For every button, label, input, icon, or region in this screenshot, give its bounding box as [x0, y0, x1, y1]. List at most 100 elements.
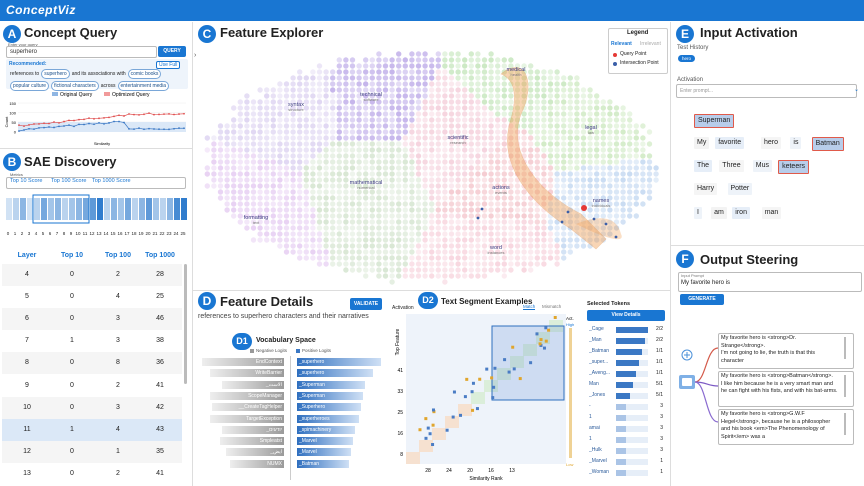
panel-title: Output Steering: [700, 252, 799, 267]
hex-cell: [316, 111, 323, 117]
metric-tab[interactable]: Top 100 Score: [51, 178, 87, 184]
hex-cell: [277, 177, 283, 183]
hex-cell: [356, 189, 362, 195]
heat-cell: [34, 198, 40, 220]
hex-cell: [508, 225, 514, 231]
hex-cell: [389, 75, 395, 81]
hex-cell: [567, 135, 573, 141]
hex-cell: [481, 129, 488, 135]
table-cell: 41: [156, 381, 164, 389]
hex-cell: [369, 75, 375, 81]
hex-cell: [429, 177, 435, 183]
hex-cell: [521, 189, 527, 195]
query-input[interactable]: superhero: [6, 46, 157, 58]
view-details-button[interactable]: View Details: [587, 310, 665, 321]
hex-cell: [528, 207, 534, 213]
segment-point: [485, 367, 489, 371]
activation-token: My: [694, 137, 710, 149]
hex-cell: [528, 261, 534, 267]
hex-cell: [627, 141, 633, 147]
hex-cell: [283, 231, 290, 237]
hex-cell: [270, 219, 276, 225]
hex-cell: [389, 105, 395, 111]
hex-cell: [409, 87, 415, 93]
hex-cell: [290, 249, 296, 255]
hex-cell: [640, 153, 646, 159]
hex-cell: [330, 99, 336, 105]
hex-cell: [633, 165, 639, 171]
hex-cell: [231, 165, 237, 171]
hex-cell: [594, 129, 600, 135]
hex-cell: [363, 207, 369, 213]
hex-cell: [514, 171, 521, 177]
use-full-button[interactable]: Use Full: [156, 61, 181, 69]
segment-point: [424, 436, 428, 440]
hex-cell: [382, 201, 389, 207]
history-chip[interactable]: hero: [678, 55, 696, 62]
hex-cell: [554, 249, 560, 255]
hex-cell: [561, 243, 567, 249]
hex-cell: [488, 177, 494, 183]
hex-cell: [587, 165, 593, 171]
hex-cell: [580, 231, 587, 237]
hex-cell: [283, 249, 290, 255]
hex-cell: [409, 57, 415, 63]
hex-cell: [323, 111, 329, 117]
hex-cell: [600, 111, 606, 117]
divider: [0, 148, 192, 149]
prompt-input[interactable]: Enter prompt...: [676, 84, 857, 98]
heat-cell: [6, 198, 12, 220]
concept-chip[interactable]: fictional characters: [51, 81, 99, 91]
hex-cell: [389, 153, 395, 159]
legend-tab[interactable]: Relevant: [611, 41, 632, 47]
hex-cell: [376, 153, 382, 159]
hex-cell: [534, 141, 540, 147]
hex-cell: [250, 213, 257, 219]
concept-chip[interactable]: entertainment media: [117, 81, 170, 91]
concept-chip[interactable]: popular culture: [10, 81, 50, 91]
hex-cell: [514, 135, 521, 141]
hex-cell: [600, 129, 606, 135]
segment-tab[interactable]: Mismatch: [542, 304, 562, 309]
hex-cell: [554, 207, 560, 213]
segment-point: [539, 343, 543, 347]
validate-button[interactable]: VALIDATE: [350, 298, 382, 310]
concept-chip[interactable]: comic books: [127, 69, 162, 79]
hex-cell: [580, 105, 587, 111]
hex-cell: [369, 135, 375, 141]
link: [694, 347, 719, 383]
hex-cell: [495, 207, 501, 213]
concept-chip[interactable]: superhero: [41, 69, 70, 79]
metric-tab[interactable]: Top 10 Score: [10, 178, 43, 184]
segment-point: [529, 361, 533, 365]
hex-cell: [534, 129, 540, 135]
hex-cell: [488, 129, 494, 135]
hex-cell: [534, 225, 540, 231]
hex-cell: [422, 165, 428, 171]
legend-tab[interactable]: Irrelevant: [640, 41, 661, 47]
hex-cell: [415, 195, 422, 201]
hex-cell: [468, 249, 474, 255]
hex-cell: [343, 165, 349, 171]
hex-cell: [422, 111, 428, 117]
hex-cell: [534, 207, 540, 213]
generate-button[interactable]: GENERATE: [680, 294, 724, 305]
collapse-arrow[interactable]: ›: [194, 52, 197, 59]
hex-cell: [587, 231, 593, 237]
hex-cell: [389, 117, 395, 123]
hex-cell: [455, 273, 461, 279]
hex-cell: [495, 87, 501, 93]
hex-cell: [257, 87, 263, 93]
hex-cell: [514, 81, 521, 87]
hex-cell: [429, 117, 435, 123]
hex-cell: [640, 165, 646, 171]
hex-cell: [290, 123, 296, 129]
segment-tab[interactable]: Match: [523, 304, 536, 310]
hex-cell: [501, 261, 507, 267]
metric-tab[interactable]: Top 1000 Score: [92, 178, 131, 184]
hex-cell: [495, 171, 501, 177]
legend-label: Optimized Query: [112, 92, 150, 98]
table-row: [2, 418, 182, 441]
query-button[interactable]: QUERY: [158, 46, 186, 57]
hex-cell: [607, 135, 613, 141]
